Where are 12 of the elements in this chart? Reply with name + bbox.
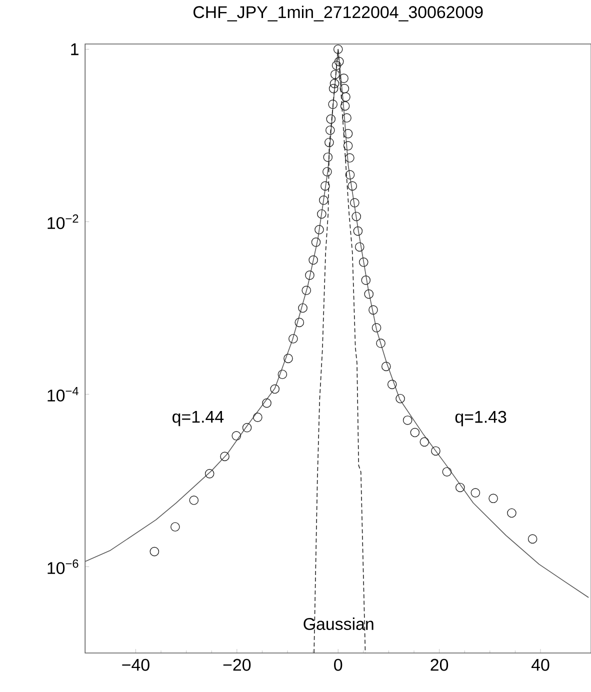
y-tick-label: 1: [71, 43, 78, 56]
x-tick-label: 0: [334, 658, 342, 671]
x-tick-label: 40: [531, 658, 550, 671]
x-tick-label: 20: [430, 658, 448, 671]
x-tick-label: −20: [223, 658, 251, 671]
y-tick-label: 10$^{−2}$: [48, 214, 78, 230]
x-tick-label: −40: [122, 658, 150, 671]
annotation: q=1.44: [172, 410, 224, 426]
y-tick-label: 10$^{−4}$: [48, 386, 78, 402]
y-tick-label: 10$^{−6}$: [48, 559, 78, 574]
annotation: q=1.43: [455, 410, 506, 426]
chart-title: CHF_JPY_1min_27122004_30062009: [193, 6, 483, 22]
